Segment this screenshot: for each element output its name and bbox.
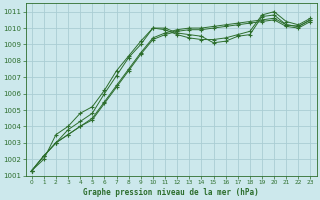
X-axis label: Graphe pression niveau de la mer (hPa): Graphe pression niveau de la mer (hPa) — [83, 188, 259, 197]
